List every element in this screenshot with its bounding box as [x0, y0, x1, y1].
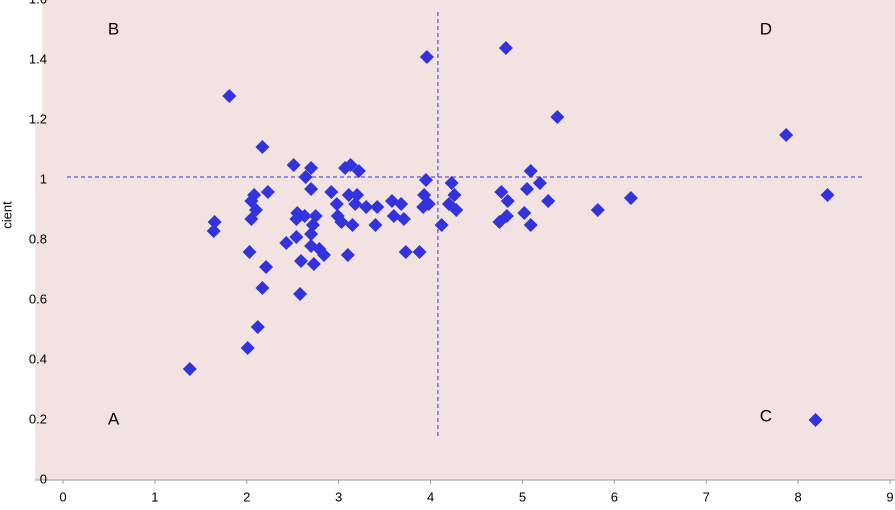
point — [444, 176, 459, 190]
y-tick-label: 1.6 — [29, 0, 47, 6]
point — [222, 89, 237, 103]
x-tick-label: 4 — [427, 489, 434, 504]
point — [779, 128, 794, 142]
point — [304, 182, 319, 196]
point — [259, 260, 274, 274]
quadrant-label: A — [108, 409, 120, 428]
x-tick-label: 3 — [335, 489, 342, 504]
point — [418, 173, 433, 187]
plot-background — [35, 120, 45, 480]
y-axis-title: cient — [0, 201, 14, 229]
point — [341, 188, 356, 202]
x-tick-label: 9 — [886, 489, 893, 504]
x-tick-label: 1 — [151, 489, 158, 504]
point — [340, 248, 355, 262]
point — [250, 320, 265, 334]
plot-background — [42, 0, 895, 480]
y-tick-label: 0.2 — [29, 411, 47, 426]
point — [260, 185, 275, 199]
point — [398, 245, 413, 259]
point — [447, 188, 462, 202]
point — [306, 257, 321, 271]
point — [351, 164, 366, 178]
point — [623, 191, 638, 205]
point — [289, 230, 304, 244]
point — [492, 215, 507, 229]
point — [240, 341, 255, 355]
point — [517, 206, 532, 220]
point — [434, 218, 449, 232]
point — [304, 161, 319, 175]
x-tick-label: 6 — [611, 489, 618, 504]
point — [279, 236, 294, 250]
point — [304, 227, 319, 241]
point — [498, 41, 513, 55]
point — [345, 218, 360, 232]
point — [532, 176, 547, 190]
point — [550, 110, 565, 124]
x-tick-label: 2 — [243, 489, 250, 504]
point — [305, 218, 320, 232]
point — [334, 215, 349, 229]
point — [289, 212, 304, 226]
y-tick-label: 0.8 — [29, 231, 47, 246]
y-tick-label: 1.4 — [29, 51, 47, 66]
point — [494, 185, 509, 199]
y-tick-label: 1 — [40, 171, 47, 186]
x-tick-label: 8 — [794, 489, 801, 504]
quadrant-label: D — [760, 19, 772, 38]
x-tick-label: 0 — [59, 489, 66, 504]
point — [520, 182, 535, 196]
point — [590, 203, 605, 217]
point — [206, 224, 221, 238]
point — [329, 197, 344, 211]
point — [523, 218, 538, 232]
point — [541, 194, 556, 208]
point — [348, 197, 363, 211]
point — [386, 209, 401, 223]
x-tick-label: 5 — [519, 489, 526, 504]
y-tick-label: 0 — [40, 471, 47, 486]
point — [419, 50, 434, 64]
point — [242, 245, 257, 259]
point — [255, 140, 270, 154]
quadrant-label: B — [108, 19, 119, 38]
point — [412, 245, 427, 259]
point — [324, 185, 339, 199]
point — [523, 164, 538, 178]
point — [350, 188, 365, 202]
quadrant-label: C — [760, 406, 772, 425]
point — [820, 188, 835, 202]
y-tick-label: 0.4 — [29, 351, 47, 366]
point — [293, 254, 308, 268]
point — [416, 200, 431, 214]
point — [182, 362, 197, 376]
point — [368, 218, 383, 232]
point — [316, 248, 331, 262]
point — [286, 158, 301, 172]
y-tick-label: 0.6 — [29, 291, 47, 306]
point — [808, 413, 823, 427]
point — [449, 203, 464, 217]
x-tick-label: 7 — [703, 489, 710, 504]
point — [394, 197, 409, 211]
point — [500, 194, 515, 208]
point — [298, 170, 313, 184]
point — [396, 212, 411, 226]
point — [359, 200, 374, 214]
y-tick-label: 1.2 — [29, 111, 47, 126]
point — [370, 200, 385, 214]
point — [244, 212, 259, 226]
point — [293, 287, 308, 301]
point — [207, 215, 222, 229]
point — [343, 158, 358, 172]
point — [255, 281, 270, 295]
